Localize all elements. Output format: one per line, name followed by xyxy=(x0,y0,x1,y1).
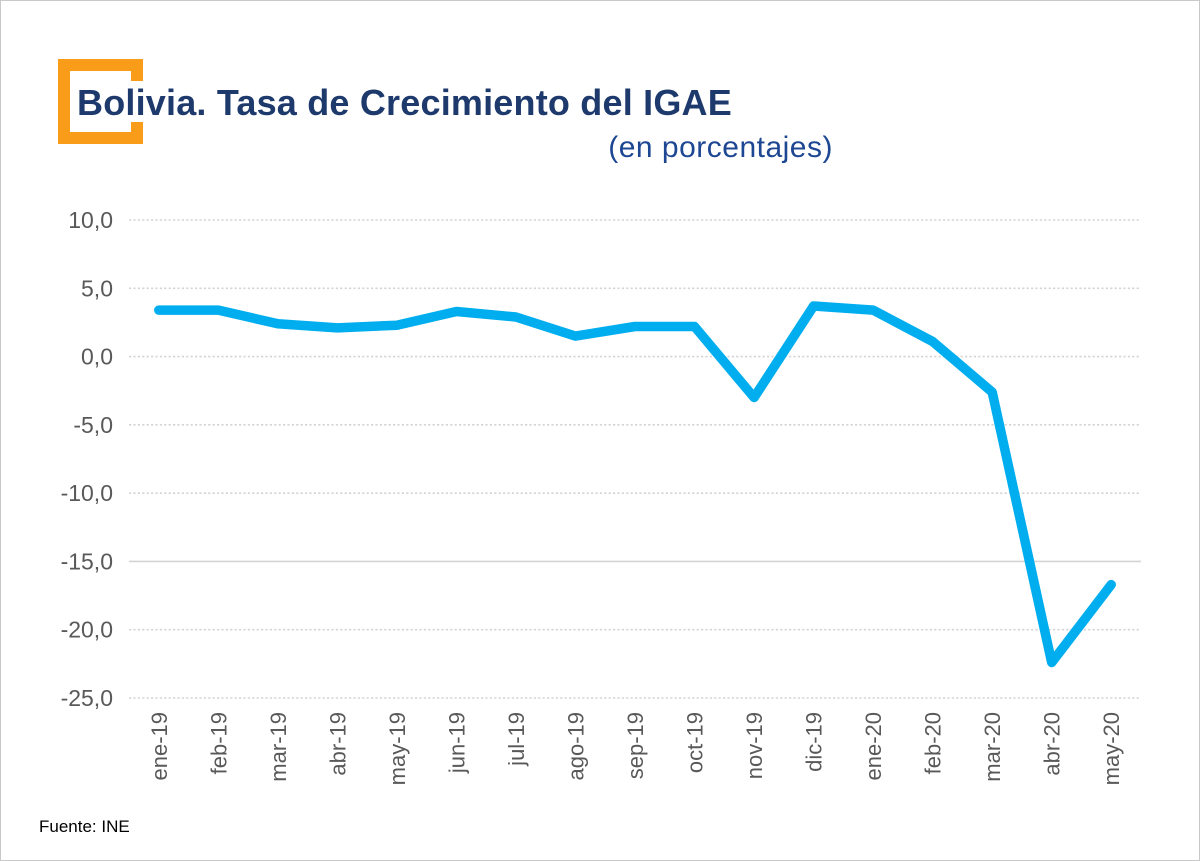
svg-text:abr-19: abr-19 xyxy=(325,712,350,776)
orange-bracket-logo xyxy=(58,59,143,144)
svg-text:0,0: 0,0 xyxy=(81,344,113,370)
svg-text:dic-19: dic-19 xyxy=(802,712,827,772)
orange-bracket-gap xyxy=(129,81,145,122)
svg-text:mar-19: mar-19 xyxy=(266,712,291,782)
svg-text:-20,0: -20,0 xyxy=(61,617,113,643)
chart-title: Bolivia. Tasa de Crecimiento del IGAE xyxy=(77,82,732,123)
svg-text:may-19: may-19 xyxy=(385,712,410,785)
chart-subtitle: (en porcentajes) xyxy=(608,131,833,164)
svg-text:abr-20: abr-20 xyxy=(1040,712,1065,776)
svg-text:5,0: 5,0 xyxy=(81,275,113,301)
series-line xyxy=(154,301,1116,668)
svg-text:-10,0: -10,0 xyxy=(61,480,113,506)
svg-text:feb-20: feb-20 xyxy=(921,712,946,774)
svg-text:jul-19: jul-19 xyxy=(504,712,529,767)
svg-text:ene-20: ene-20 xyxy=(861,712,886,781)
svg-text:oct-19: oct-19 xyxy=(683,712,708,773)
source-note: Fuente: INE xyxy=(39,817,130,836)
svg-text:ago-19: ago-19 xyxy=(563,712,588,781)
svg-text:-5,0: -5,0 xyxy=(73,412,113,438)
svg-text:mar-20: mar-20 xyxy=(980,712,1005,782)
svg-text:10,0: 10,0 xyxy=(68,207,113,233)
svg-text:nov-19: nov-19 xyxy=(742,712,767,779)
svg-text:-25,0: -25,0 xyxy=(61,685,113,711)
svg-text:-15,0: -15,0 xyxy=(61,548,113,574)
svg-text:may-20: may-20 xyxy=(1099,712,1124,785)
svg-text:ene-19: ene-19 xyxy=(147,712,172,781)
svg-text:jun-19: jun-19 xyxy=(444,712,469,774)
y-axis-labels: 10,0 5,0 0,0 -5,0 -10,0 -15,0 -20,0 -25,0 xyxy=(61,207,113,711)
y-gridlines xyxy=(129,219,1141,699)
x-axis-labels: ene-19 feb-19 mar-19 abr-19 may-19 jun-19 jul-… xyxy=(147,712,1124,785)
svg-text:feb-19: feb-19 xyxy=(206,712,231,774)
svg-text:sep-19: sep-19 xyxy=(623,712,648,779)
